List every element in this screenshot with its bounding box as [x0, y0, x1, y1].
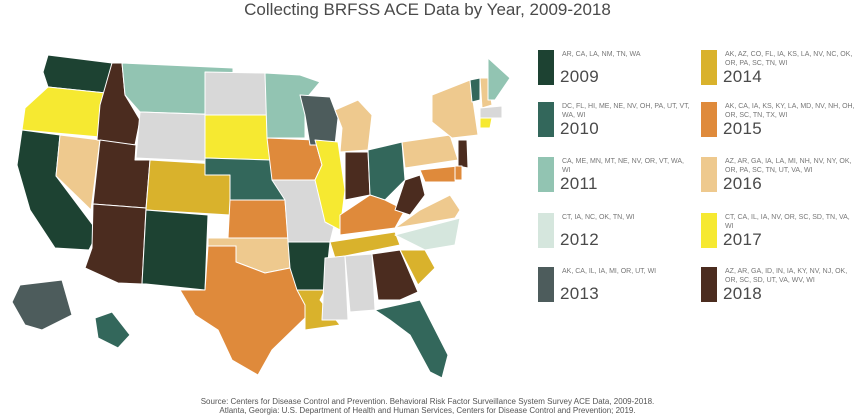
state-nj	[457, 139, 469, 169]
legend-swatch	[538, 267, 554, 302]
state-pa	[401, 134, 459, 169]
legend-state-list: CT, IA, NC, OK, TN, WI	[562, 214, 635, 221]
state-al	[344, 253, 376, 313]
state-wv	[394, 174, 426, 216]
state-ma	[479, 105, 503, 119]
legend-swatch	[538, 50, 554, 85]
legend-state-list: AK, AZ, CO, FL, IA, KS, LA, NV, NC, OK, …	[725, 51, 853, 67]
source-line-1: Source: Centers for Disease Control and …	[200, 397, 655, 406]
legend-state-list: CA, ME, MN, MT, NE, NV, OR, VT, WA, WI	[562, 158, 684, 174]
state-ga	[371, 249, 419, 301]
state-oh	[367, 141, 406, 201]
legend-year: 2017	[723, 230, 763, 249]
state-nc	[394, 217, 461, 251]
state-vt	[469, 77, 481, 103]
state-de	[454, 165, 463, 181]
state-il	[314, 139, 346, 231]
state-sc	[399, 249, 436, 286]
legend-state-list: AK, CA, IA, KS, KY, LA, MD, NV, NH, OH, …	[725, 103, 855, 119]
state-sd	[204, 114, 271, 161]
legend-swatch	[701, 213, 717, 248]
legend-swatch	[538, 102, 554, 137]
state-md	[419, 165, 459, 183]
legend-year: 2018	[723, 284, 763, 303]
state-ct	[479, 117, 493, 129]
state-tx	[179, 245, 306, 376]
legend-year: 2014	[723, 67, 763, 86]
state-mi	[334, 99, 373, 153]
source-note: Source: Centers for Disease Control and …	[0, 397, 855, 415]
legend-swatch	[701, 267, 717, 302]
legend-year: 2010	[560, 119, 600, 138]
legend-year: 2016	[723, 174, 763, 193]
state-nd	[204, 71, 268, 116]
state-ny	[431, 79, 479, 139]
source-line-2: Atlanta, Georgia: U.S. Department of Hea…	[219, 406, 636, 415]
legend-year: 2011	[560, 174, 598, 193]
legend-state-list: AK, CA, IL, IA, MI, OR, UT, WI	[562, 268, 657, 275]
legend-state-list: AR, CA, LA, NM, TN, WA	[562, 51, 641, 58]
state-ks	[227, 199, 289, 239]
legend-swatch	[538, 157, 554, 192]
state-ak	[11, 279, 73, 331]
state-tn	[329, 231, 401, 259]
state-wi	[299, 94, 339, 146]
state-in	[344, 151, 371, 201]
legend-swatch	[701, 50, 717, 85]
legend-year: 2009	[560, 67, 600, 86]
legend-year: 2012	[560, 230, 600, 249]
legend-year: 2015	[723, 119, 763, 138]
state-ky	[339, 194, 406, 236]
state-ms	[321, 255, 349, 321]
state-hi	[94, 311, 131, 349]
state-az	[84, 203, 147, 285]
map-title: Collecting BRFSS ACE Data by Year, 2009-…	[244, 0, 611, 19]
legend-swatch	[701, 102, 717, 137]
legend-state-list: AZ, AR, GA, ID, IN, IA, KY, NV, NJ, OK, …	[725, 268, 848, 284]
legend-swatch	[701, 157, 717, 192]
state-nm	[141, 209, 209, 291]
states-layer	[11, 54, 511, 379]
legend-year: 2013	[560, 284, 600, 303]
state-va	[394, 194, 461, 229]
state-me	[487, 57, 511, 101]
state-nv	[55, 134, 101, 211]
legend-swatch	[538, 213, 554, 248]
state-fl	[374, 299, 449, 379]
state-or	[21, 86, 107, 138]
legend-state-list: DC, FL, HI, ME, NE, NV, OH, PA, UT, VT, …	[562, 103, 690, 119]
legend-state-list: AZ, AR, GA, IA, LA, MI, NH, NV, NY, OK, …	[725, 158, 852, 174]
legend-state-list: CT, CA, IL, IA, NV, OR, SC, SD, TN, VA, …	[725, 214, 850, 230]
